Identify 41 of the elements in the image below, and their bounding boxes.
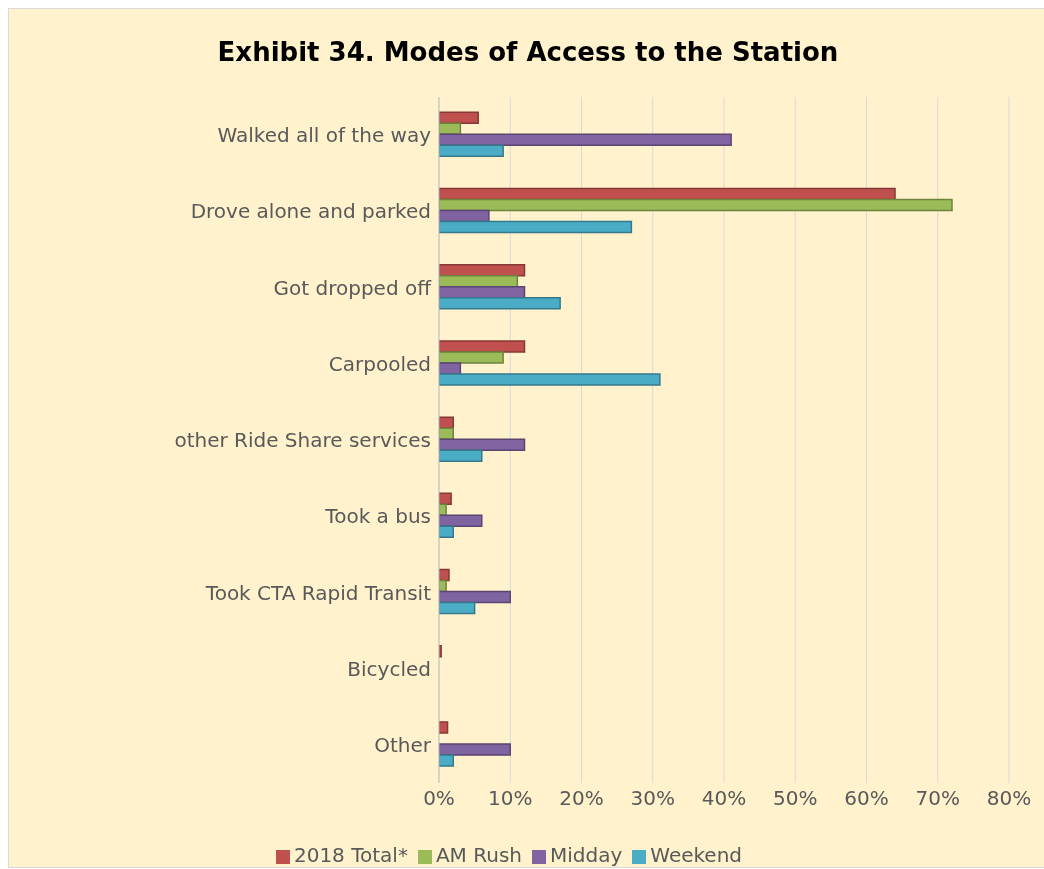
y-tick-label: Other [374,732,432,757]
bar [439,220,633,234]
legend-label: AM Rush [435,843,522,867]
chart-title: Exhibit 34. Modes of Access to the Station [216,36,840,69]
x-tick-label: 50% [773,786,818,811]
x-tick-label: 10% [488,786,533,811]
legend-label: Midday [549,843,623,867]
legend-label: 2018 Total* [293,843,408,867]
bar [439,721,449,734]
bar [439,351,504,364]
x-tick-label: 60% [844,786,889,811]
y-tick-label: other Ride Share services [174,428,431,453]
y-tick-label: Carpooled [328,351,431,376]
x-tick-label: 80% [986,786,1032,811]
bar [439,525,454,539]
bar [439,754,454,767]
x-tick-label: 30% [630,786,675,811]
x-tick-label: 70% [915,786,960,811]
y-tick-label: Drove alone and parked [190,199,431,224]
x-tick-label: 40% [701,786,747,811]
bar [439,743,511,756]
x-tick-label: 0% [423,786,455,811]
bar [439,590,511,604]
bar [439,449,483,462]
y-tick-label: Took CTA Rapid Transit [204,580,432,605]
bar [439,111,479,124]
bar [439,601,476,615]
bar [439,373,661,386]
x-tick-label: 20% [559,786,604,811]
bar [439,198,953,212]
y-tick-label: Bicycled [347,656,431,681]
bar [439,340,526,353]
y-tick-label: Got dropped off [273,275,433,300]
bar [439,133,732,146]
y-tick-label: Took a bus [324,504,431,529]
bar [439,144,504,157]
bar [439,438,526,451]
y-tick-label: Walked all of the way [217,123,432,148]
bar [439,514,483,528]
legend-label: Weekend [650,843,743,867]
bar [439,296,561,310]
